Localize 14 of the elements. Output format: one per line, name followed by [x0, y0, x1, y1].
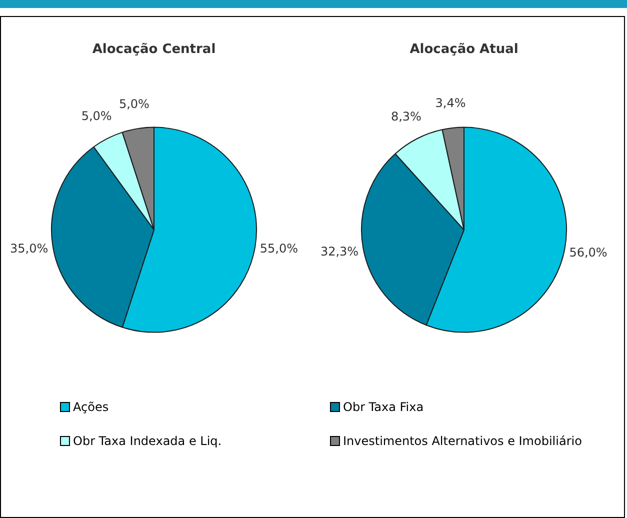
data-label: 3,4% — [435, 96, 466, 110]
legend-label: Ações — [73, 400, 109, 414]
chart-title: Alocação Atual — [410, 42, 518, 58]
chart-title: Alocação Central — [92, 42, 216, 58]
data-label: 32,3% — [320, 244, 359, 258]
data-label: 56,0% — [569, 246, 608, 260]
legend-label: Obr Taxa Fixa — [343, 400, 424, 414]
data-label: 8,3% — [390, 109, 422, 124]
data-label: 5,0% — [118, 96, 150, 111]
data-label: 35,0% — [10, 242, 48, 256]
legend-label: Investimentos Alternativos e Imobiliário — [343, 434, 582, 448]
data-label: 5,0% — [81, 109, 112, 124]
data-label: 55,0% — [260, 242, 298, 256]
legend-label: Obr Taxa Indexada e Liq. — [73, 434, 222, 448]
